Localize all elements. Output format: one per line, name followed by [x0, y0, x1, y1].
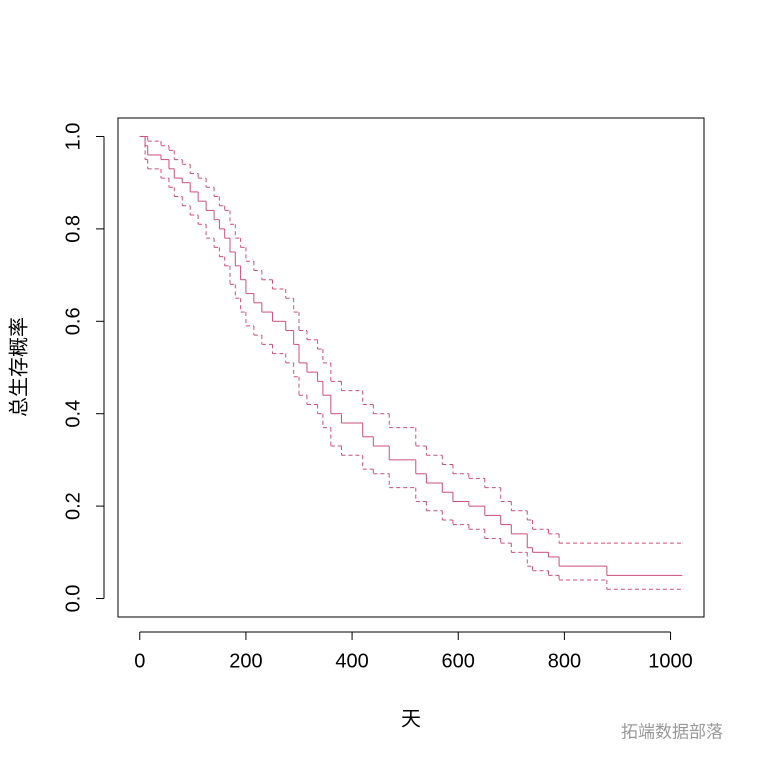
x-tick-label: 0	[134, 650, 145, 672]
x-tick-label: 400	[335, 650, 368, 672]
watermark: 拓端数据部落	[621, 722, 723, 741]
x-tick-label: 600	[442, 650, 475, 672]
y-tick-label: 0.6	[62, 307, 84, 335]
x-tick-label: 1000	[648, 650, 693, 672]
plot-box	[117, 117, 705, 618]
y-axis-label: 总生存概率	[7, 317, 30, 417]
y-tick-label: 0.0	[62, 585, 84, 613]
y-tick-label: 0.2	[62, 492, 84, 520]
x-axis-label: 天	[401, 708, 421, 730]
y-tick-label: 0.8	[62, 215, 84, 243]
x-tick-label: 200	[229, 650, 262, 672]
x-tick-label: 800	[548, 650, 581, 672]
y-tick-label: 1.0	[62, 123, 84, 151]
y-tick-label: 0.4	[62, 400, 84, 428]
